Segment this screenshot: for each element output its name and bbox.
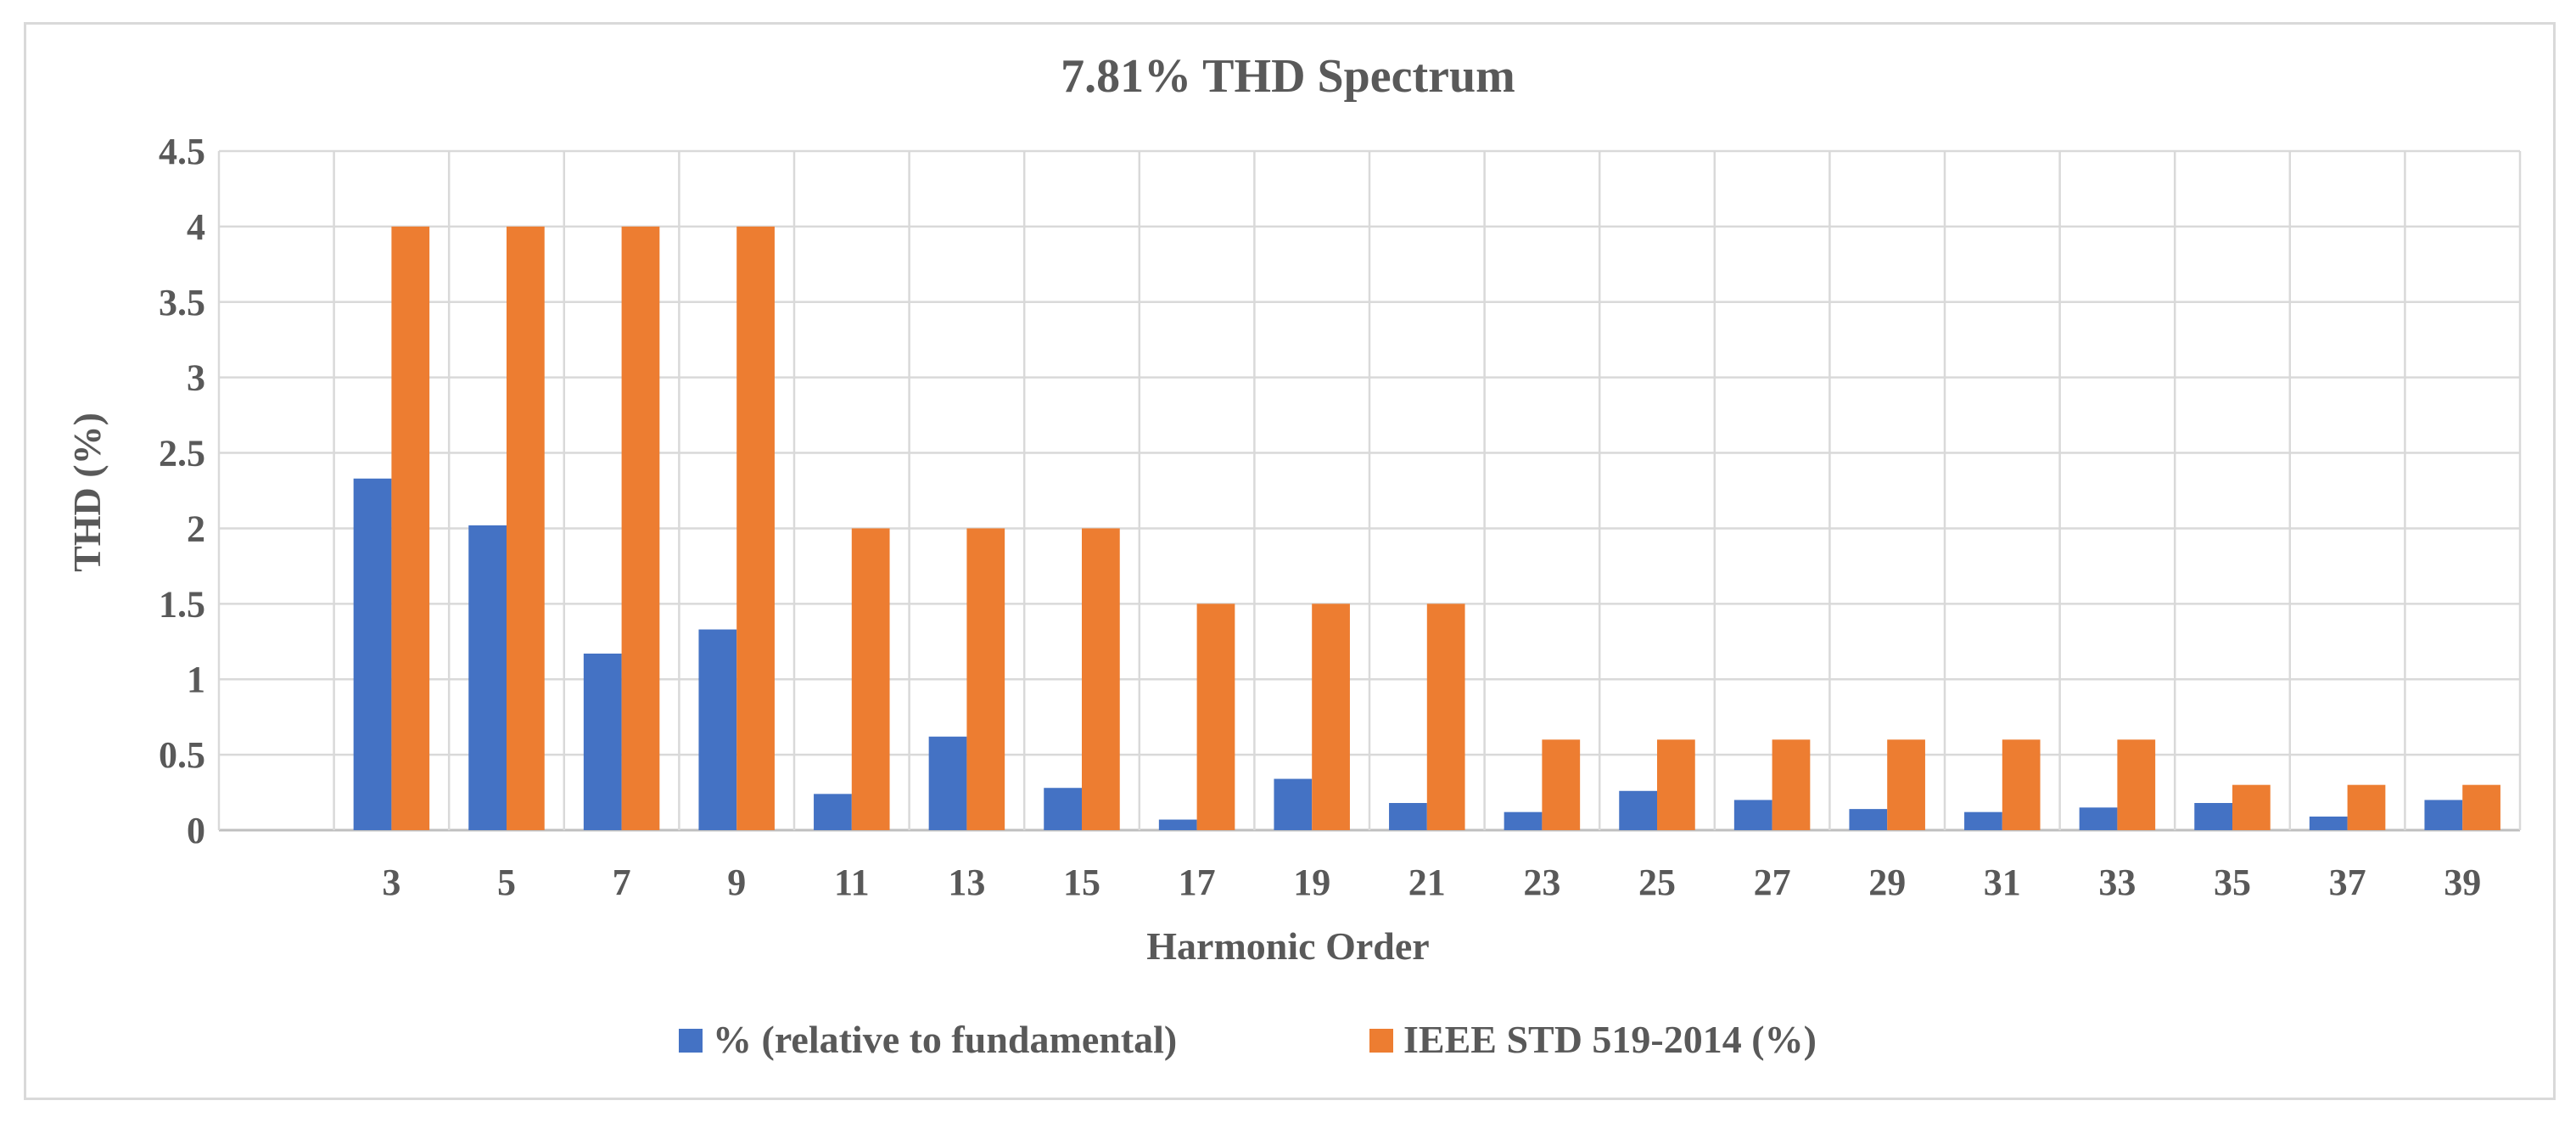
- y-tick-labels: 0 0.5 1 1.5 2 2.5 3 3.5 4 4.5: [159, 131, 205, 851]
- bar-ieee-limit: [2117, 739, 2156, 830]
- x-tick-label: 31: [1984, 862, 2021, 903]
- legend-swatch-relative: [679, 1029, 703, 1053]
- x-tick-label: 35: [2214, 862, 2251, 903]
- chart-title: 7.81% THD Spectrum: [1061, 50, 1515, 103]
- bar-ieee-limit: [1312, 604, 1350, 830]
- bar-ieee-limit: [2462, 784, 2500, 830]
- bar-relative-to-fundamental: [1733, 800, 1772, 830]
- legend-swatch-ieee: [1369, 1029, 1393, 1053]
- bar-ieee-limit: [2232, 784, 2271, 830]
- bar-relative-to-fundamental: [1849, 809, 1888, 830]
- x-tick-label: 25: [1638, 862, 1676, 903]
- bar-ieee-limit: [851, 528, 890, 830]
- legend: % (relative to fundamental) IEEE STD 519-…: [679, 1018, 1817, 1061]
- x-tick-labels: 3 5 7 9 11 13 15 17 19 21 23 25 27 29 31 33 35 37 39: [382, 862, 2481, 903]
- bar-ieee-limit: [1426, 604, 1465, 830]
- bar-relative-to-fundamental: [2079, 807, 2118, 830]
- bar-ieee-limit: [1887, 739, 1925, 830]
- y-tick-label: 0.5: [159, 734, 205, 776]
- x-tick-label: 23: [1523, 862, 1560, 903]
- bar-relative-to-fundamental: [1389, 803, 1427, 830]
- bar-relative-to-fundamental: [468, 525, 507, 830]
- bar-ieee-limit: [1657, 739, 1695, 830]
- bar-ieee-limit: [1196, 604, 1235, 830]
- bar-relative-to-fundamental: [698, 629, 737, 830]
- y-axis-title: THD (%): [65, 413, 109, 572]
- bar-relative-to-fundamental: [2194, 803, 2232, 830]
- x-tick-label: 27: [1754, 862, 1791, 903]
- bar-relative-to-fundamental: [583, 654, 622, 830]
- x-tick-label: 3: [382, 862, 400, 903]
- legend-label-relative: % (relative to fundamental): [713, 1018, 1177, 1061]
- bar-relative-to-fundamental: [814, 794, 852, 830]
- bars: [353, 226, 2500, 830]
- bar-relative-to-fundamental: [1504, 811, 1543, 830]
- bar-relative-to-fundamental: [1964, 811, 2002, 830]
- bar-relative-to-fundamental: [1044, 788, 1082, 830]
- y-tick-label: 4.5: [159, 131, 205, 172]
- bar-relative-to-fundamental: [2424, 800, 2463, 830]
- x-tick-label: 29: [1868, 862, 1906, 903]
- bar-ieee-limit: [2002, 739, 2041, 830]
- bar-relative-to-fundamental: [353, 478, 392, 830]
- x-tick-label: 33: [2098, 862, 2136, 903]
- x-tick-label: 11: [834, 862, 870, 903]
- x-axis-title: Harmonic Order: [1146, 924, 1429, 968]
- bar-relative-to-fundamental: [2309, 817, 2348, 830]
- y-tick-label: 0: [187, 810, 205, 851]
- x-tick-label: 17: [1179, 862, 1216, 903]
- bar-relative-to-fundamental: [1274, 778, 1313, 830]
- legend-label-ieee: IEEE STD 519-2014 (%): [1403, 1018, 1817, 1061]
- y-tick-label: 2.5: [159, 433, 205, 474]
- x-tick-label: 37: [2329, 862, 2366, 903]
- x-tick-label: 7: [613, 862, 631, 903]
- bar-ieee-limit: [1082, 528, 1120, 830]
- bar-relative-to-fundamental: [928, 736, 967, 830]
- bar-relative-to-fundamental: [1619, 790, 1657, 830]
- x-tick-label: 15: [1063, 862, 1100, 903]
- bar-ieee-limit: [507, 226, 545, 830]
- bar-ieee-limit: [621, 226, 660, 830]
- bar-relative-to-fundamental: [1158, 819, 1197, 830]
- bar-ieee-limit: [1772, 739, 1811, 830]
- x-tick-label: 21: [1408, 862, 1446, 903]
- chart-frame: [24, 22, 2556, 1100]
- y-tick-label: 1.5: [159, 583, 205, 625]
- bar-ieee-limit: [966, 528, 1005, 830]
- x-tick-label: 5: [497, 862, 516, 903]
- y-tick-label: 2: [187, 508, 205, 549]
- bar-ieee-limit: [736, 226, 775, 830]
- y-tick-label: 1: [187, 659, 205, 700]
- x-tick-label: 19: [1293, 862, 1330, 903]
- x-tick-label: 9: [727, 862, 746, 903]
- y-tick-label: 4: [187, 206, 205, 248]
- gridlines: [217, 149, 2522, 832]
- bar-ieee-limit: [391, 226, 430, 830]
- x-tick-label: 13: [948, 862, 985, 903]
- bar-ieee-limit: [1542, 739, 1581, 830]
- x-tick-label: 39: [2444, 862, 2481, 903]
- y-tick-label: 3.5: [159, 282, 205, 323]
- bar-ieee-limit: [2347, 784, 2386, 830]
- y-tick-label: 3: [187, 357, 205, 399]
